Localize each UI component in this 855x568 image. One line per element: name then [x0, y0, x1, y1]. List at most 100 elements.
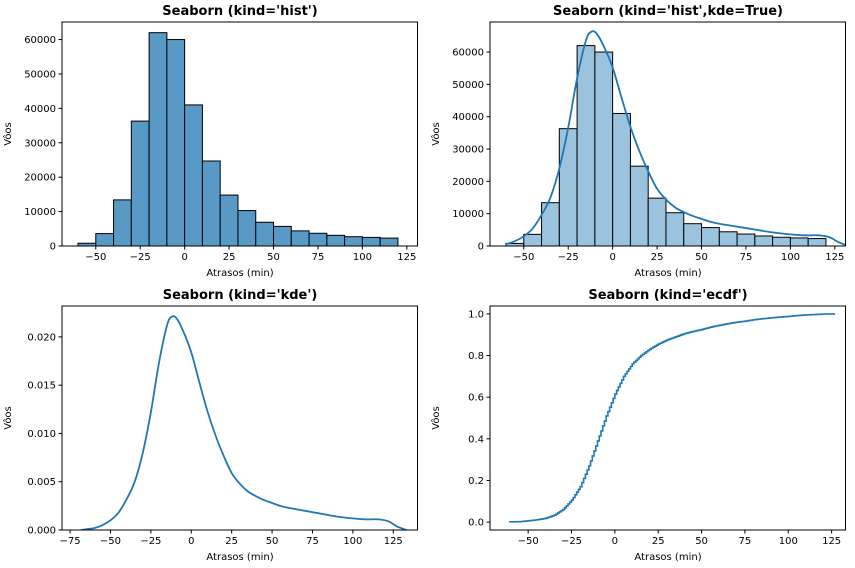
- hist-bar: [273, 225, 292, 247]
- x-tick-label: 100: [353, 252, 372, 263]
- hist-bar: [736, 233, 755, 247]
- hist-bar: [593, 51, 613, 247]
- y-tick-label: 20000: [24, 173, 56, 184]
- y-tick-label: 0: [477, 242, 483, 253]
- hist-bar: [379, 237, 399, 247]
- y-axis-label: Vôos: [2, 122, 14, 146]
- axes-spines: [489, 21, 846, 247]
- hist-bar: [184, 104, 203, 247]
- x-tick-label: 0: [609, 252, 615, 263]
- hist-plot-canvas: −50 −25 0 25 50 75 100 125 0 10000 20000 30000 40000…: [2, 4, 418, 279]
- hist-bar: [95, 233, 115, 247]
- axes-spines: [61, 21, 418, 247]
- x-tick-label: 25: [651, 536, 664, 547]
- axes-spines: [489, 305, 846, 531]
- hist-bar: [522, 233, 542, 247]
- hist-bar: [789, 237, 809, 247]
- kde-axes: −75 −50 −25 0 25 50 75 100 125 0.000 0.005 0.010 0.0…: [27, 305, 418, 547]
- ecdf-axes: −50 −25 0 25 50 75 100 125 0.0 0.2 0.4 0.6 0.8 1.0: [468, 305, 846, 547]
- y-tick-label: 0.8: [468, 351, 484, 362]
- kde-line: [80, 315, 408, 530]
- hist-bar: [290, 230, 310, 247]
- y-tick-label: 10000: [24, 207, 56, 218]
- x-axis-label: Atrasos (min): [206, 268, 273, 279]
- plot-title: Seaborn (kind='hist'): [162, 4, 317, 19]
- y-axis-label: Vôos: [2, 406, 14, 430]
- y-tick-label: 0.2: [468, 476, 484, 487]
- x-tick-label: 75: [306, 536, 319, 547]
- x-tick-label: 100: [778, 536, 797, 547]
- hist-bar: [576, 45, 595, 247]
- hist-bar: [771, 236, 791, 247]
- hist-bar: [682, 223, 702, 247]
- hist-bar: [664, 212, 684, 247]
- y-tick-label: 10000: [452, 209, 484, 220]
- plot-title: Seaborn (kind='hist',kde=True): [553, 4, 783, 19]
- y-axis-label: Vôos: [430, 406, 442, 430]
- plot-title: Seaborn (kind='ecdf'): [588, 288, 747, 303]
- x-tick-label: 100: [780, 252, 799, 263]
- x-tick-label: 0: [181, 252, 187, 263]
- y-tick-label: 0.010: [27, 429, 56, 440]
- y-tick-label: 0.0: [468, 518, 484, 529]
- hist-bar: [611, 112, 631, 247]
- x-tick-label: −25: [557, 252, 578, 263]
- hist-kde-plot-canvas: −50 −25 0 25 50 75 100 125 0 10000 20000 30000 40000…: [430, 4, 846, 279]
- y-tick-label: 30000: [452, 145, 484, 156]
- y-tick-label: 50000: [24, 69, 56, 80]
- y-tick-label: 30000: [24, 138, 56, 149]
- x-tick-label: 0: [188, 536, 194, 547]
- x-tick-label: 50: [695, 536, 708, 547]
- kde-plot-canvas: −75 −50 −25 0 25 50 75 100 125 0.000 0.005 0.010 0.0…: [2, 288, 418, 563]
- x-tick-label: 125: [825, 252, 844, 263]
- x-axis-label: Atrasos (min): [634, 268, 701, 279]
- x-tick-label: 25: [223, 252, 236, 263]
- kde-line: [504, 30, 845, 246]
- y-tick-label: 60000: [452, 48, 484, 59]
- hist-bar: [113, 199, 132, 247]
- x-tick-label: 75: [312, 252, 325, 263]
- x-tick-label: 25: [650, 252, 663, 263]
- hist-bar: [201, 160, 221, 247]
- axes-spines: [61, 305, 418, 531]
- y-tick-label: 40000: [452, 112, 484, 123]
- subplot-hist-kde: −50 −25 0 25 50 75 100 125 0 10000 20000 30000 40000…: [428, 0, 855, 284]
- subplot-kde: −75 −50 −25 0 25 50 75 100 125 0.000 0.005 0.010 0.0…: [0, 284, 428, 568]
- x-tick-label: 0: [611, 536, 617, 547]
- hist-bar: [344, 236, 363, 247]
- x-tick-label: 125: [384, 536, 403, 547]
- x-tick-label: 50: [695, 252, 708, 263]
- y-tick-label: 60000: [24, 35, 56, 46]
- hist-bar: [237, 210, 257, 247]
- hist-bar: [807, 238, 826, 247]
- x-tick-label: 125: [822, 536, 841, 547]
- hist-bar: [629, 165, 649, 247]
- x-tick-label: 125: [397, 252, 416, 263]
- hist-bar: [255, 221, 275, 247]
- y-tick-label: 0: [50, 242, 56, 253]
- y-tick-label: 0.4: [468, 434, 484, 445]
- x-tick-label: −50: [513, 252, 534, 263]
- x-tick-label: 100: [343, 536, 362, 547]
- x-tick-label: −25: [130, 252, 151, 263]
- hist-bar: [130, 120, 150, 247]
- x-tick-label: 75: [739, 252, 752, 263]
- hist-bar: [753, 235, 773, 247]
- y-tick-label: 1.0: [468, 309, 484, 320]
- x-axis-label: Atrasos (min): [206, 552, 273, 563]
- hist-bar: [166, 39, 186, 247]
- x-tick-label: −50: [100, 536, 121, 547]
- hist-bar: [326, 234, 346, 247]
- x-tick-label: 50: [267, 252, 280, 263]
- y-tick-label: 50000: [452, 80, 484, 91]
- x-tick-label: −25: [140, 536, 161, 547]
- hist-bar: [700, 227, 720, 247]
- hist-bar: [219, 194, 239, 247]
- hist-kde-axes: −50 −25 0 25 50 75 100 125 0 10000 20000 30000 40000…: [452, 21, 846, 263]
- hist-bar: [718, 231, 738, 247]
- x-tick-label: 25: [225, 536, 238, 547]
- y-tick-label: 0.015: [27, 381, 56, 392]
- x-tick-label: 75: [738, 536, 751, 547]
- ecdf-plot-canvas: −50 −25 0 25 50 75 100 125 0.0 0.2 0.4 0.6 0.8 1.0 Se…: [430, 288, 846, 563]
